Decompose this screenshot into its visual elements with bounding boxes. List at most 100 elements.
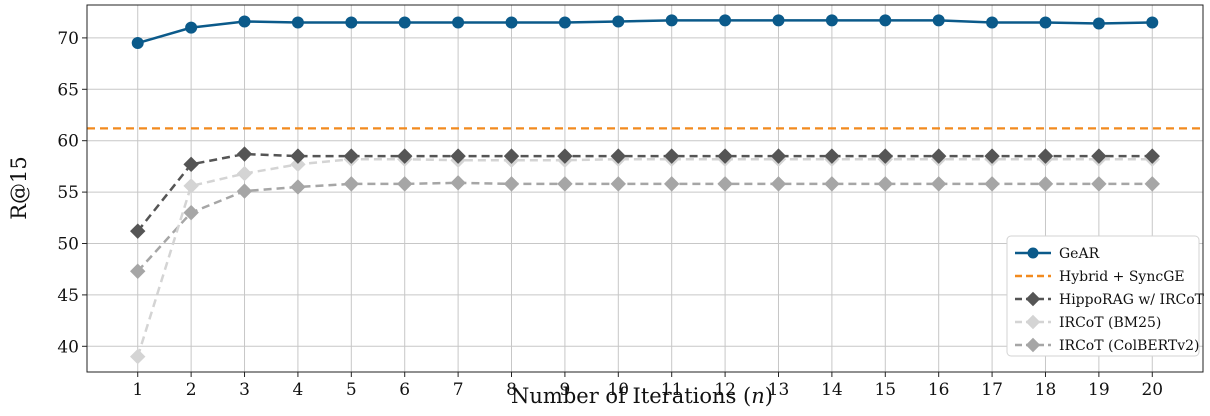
ircot-colbertv2-point [1144, 176, 1160, 192]
y-axis-label: R@15 [7, 156, 31, 220]
x-tick-label: 3 [239, 380, 250, 400]
gear-point [185, 21, 198, 34]
ircot-colbertv2-point [236, 183, 253, 199]
x-axis-label: Number of Iterations (n) [511, 384, 773, 408]
hipporag-w-ircot-point [450, 148, 466, 164]
gear-point [665, 14, 678, 27]
legend-label: IRCoT (BM25) [1059, 315, 1161, 331]
legend-label: IRCoT (ColBERTv2) [1059, 338, 1200, 354]
legend-label: HippoRAG w/ IRCoT [1059, 292, 1205, 308]
x-tick-label: 7 [453, 380, 464, 400]
y-tick-label: 70 [57, 29, 79, 49]
ircot-colbertv2-point [183, 204, 199, 221]
hipporag-w-ircot-point [663, 148, 680, 164]
series-layer [130, 14, 1160, 365]
ircot-colbertv2-point [984, 176, 1000, 192]
x-tick-label: 20 [1141, 380, 1163, 400]
y-tick-label: 40 [57, 337, 79, 357]
ircot-colbertv2-point [877, 176, 893, 192]
plot-frame [86, 4, 1204, 373]
gear-point [932, 14, 945, 27]
hipporag-w-ircot-point [610, 148, 627, 164]
hipporag-w-ircot-point [1091, 148, 1107, 164]
gear-line [137, 19, 1153, 45]
legend: GeAR Hybrid + SyncGE HippoRAG w/ IRCoT IRCo… [1006, 235, 1205, 357]
legend-item-ircot-colbertv2: IRCoT (ColBERTv2) [1015, 337, 1200, 354]
gear-point [879, 14, 892, 27]
gear-point [238, 15, 251, 28]
x-tick-label: 5 [346, 380, 357, 400]
ircot-bm25-point [236, 165, 253, 182]
ircot-colbertv2-point [1037, 176, 1054, 192]
gear-point [612, 15, 625, 28]
ircot-colbertv2-point [130, 263, 146, 279]
legend-box [1006, 235, 1200, 357]
x-tick-label: 19 [1088, 380, 1110, 400]
legend-label: Hybrid + SyncGE [1059, 269, 1185, 285]
x-tick-label: 9 [559, 380, 570, 400]
hipporag-w-ircot-point [1037, 148, 1054, 164]
x-axis: 1 2 3 4 5 6 7 8 9 10 11 12 13 14 15 16 17 18 19 20 [132, 372, 1163, 400]
ircot-colbertv2-point [663, 176, 680, 192]
x-tick-label: 8 [506, 380, 517, 400]
x-tick-label: 16 [928, 380, 950, 400]
gear-point [986, 16, 999, 29]
legend-marker-point [1025, 291, 1041, 307]
hipporag-w-ircot-point [984, 148, 1000, 164]
series-gear [131, 14, 1159, 50]
hipporag-w-ircot-point [877, 148, 893, 164]
hipporag-w-ircot-point [717, 148, 733, 164]
y-tick-label: 50 [57, 234, 79, 254]
hipporag-w-ircot-point [930, 148, 947, 164]
hipporag-w-ircot-point [290, 148, 306, 164]
x-tick-label: 14 [821, 380, 843, 400]
gear-point [825, 14, 838, 27]
gear-point [452, 16, 465, 29]
hipporag-w-ircot-point [130, 223, 146, 239]
ircot-bm25-point [290, 156, 306, 173]
y-tick-label: 65 [57, 80, 79, 100]
x-tick-label: 12 [714, 380, 736, 400]
x-tick-label: 10 [607, 380, 629, 400]
x-axis-label-tail: ) [765, 384, 773, 408]
hipporag-w-ircot-point [770, 148, 787, 164]
x-tick-label: 11 [661, 380, 683, 400]
ircot-colbertv2-point [770, 176, 787, 192]
gear-point [291, 16, 304, 29]
y-tick-label: 60 [57, 132, 79, 152]
gear-point [719, 14, 732, 27]
ircot-colbertv2-point [397, 176, 413, 192]
gear-point [131, 37, 144, 50]
x-tick-label: 15 [874, 380, 896, 400]
x-tick-label: 2 [186, 380, 197, 400]
series-hipporag-w-ircot [130, 146, 1160, 239]
x-axis-label-variable: n [751, 384, 765, 408]
ircot-colbertv2-point [930, 176, 947, 192]
x-tick-label: 6 [399, 380, 410, 400]
gear-point [505, 16, 518, 29]
hipporag-w-ircot-point [183, 156, 199, 173]
ircot-colbertv2-point [824, 176, 840, 192]
gear-point [558, 16, 571, 29]
gear-point [1146, 16, 1159, 29]
gear-point [1092, 17, 1105, 30]
x-axis-label-main: Number of Iterations ( [511, 384, 751, 408]
hipporag-w-ircot-point [236, 146, 253, 162]
ircot-colbertv2-line [136, 181, 1153, 273]
legend-marker-point [1025, 314, 1041, 330]
ircot-colbertv2-point [717, 176, 733, 192]
legend-item-gear: GeAR [1015, 246, 1100, 262]
hipporag-w-ircot-point [343, 148, 360, 164]
hipporag-w-ircot-point [824, 148, 840, 164]
ircot-colbertv2-point [343, 176, 360, 192]
legend-label: GeAR [1059, 246, 1100, 262]
hipporag-w-ircot-point [557, 148, 573, 164]
gear-point [345, 16, 358, 29]
ircot-colbertv2-point [557, 176, 573, 192]
gear-point [398, 16, 411, 29]
ircot-colbertv2-point [1091, 176, 1107, 192]
ircot-colbertv2-point [450, 175, 466, 191]
y-tick-label: 45 [57, 286, 79, 306]
ircot-colbertv2-point [503, 176, 520, 192]
